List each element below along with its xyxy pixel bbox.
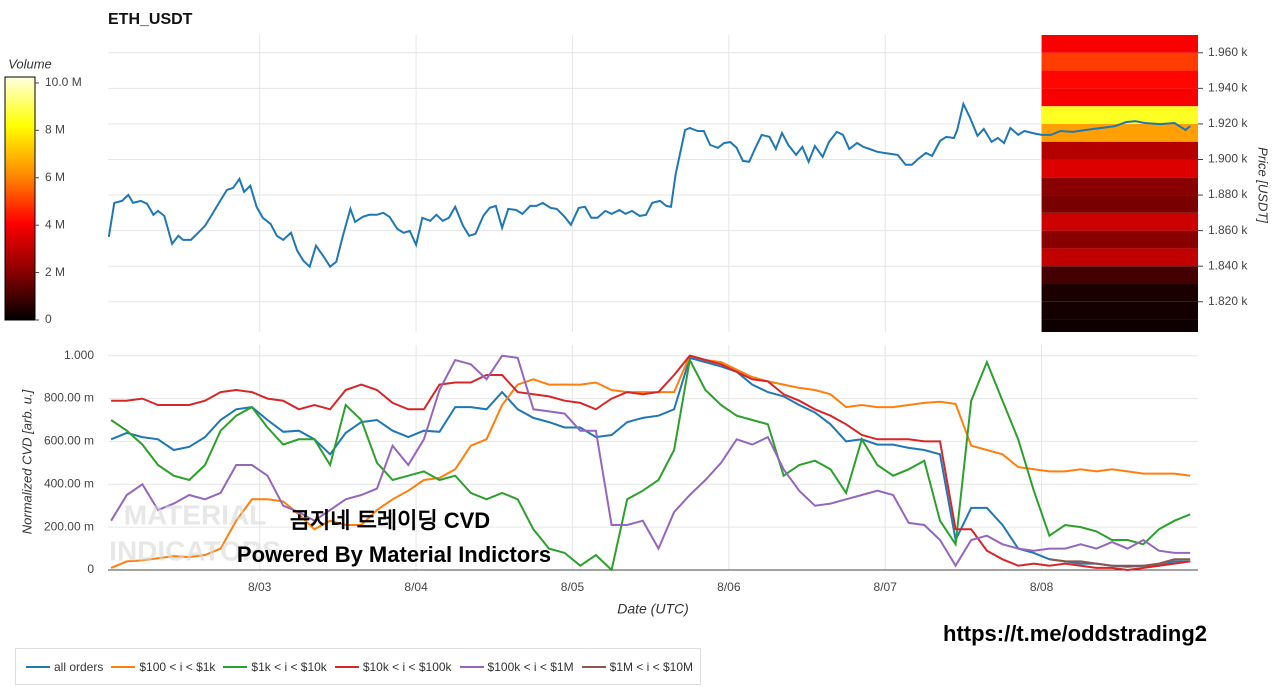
- heatmap-cell: [1041, 106, 1198, 124]
- x-axis-label: Date (UTC): [617, 601, 689, 617]
- y-tick-label: 0: [87, 562, 94, 576]
- legend-label: $100 < i < $1k: [139, 659, 216, 674]
- legend-item[interactable]: $100k < i < $1M: [459, 659, 574, 674]
- x-tick-label: 8/04: [404, 580, 428, 594]
- colorbar-tick-label: 2 M: [45, 265, 65, 279]
- colorbar-tick-label: 4 M: [45, 217, 65, 231]
- data-line: [110, 354, 1191, 568]
- legend-label: $1k < i < $10k: [251, 659, 327, 674]
- heatmap-cell: [1041, 301, 1198, 320]
- y-tick-label: 800.00 m: [44, 391, 94, 405]
- heatmap-cell: [1041, 248, 1198, 267]
- colorbar-tick-label: 0: [45, 312, 52, 326]
- y-tick-label: 1.900 k: [1208, 152, 1248, 166]
- link: https://t.me/oddstrading2: [943, 621, 1207, 646]
- legend-item[interactable]: $1M < i < $10M: [581, 659, 693, 674]
- heatmap-cell: [1041, 35, 1198, 53]
- y-tick-label: 400.00 m: [44, 476, 94, 490]
- legend-item[interactable]: $1k < i < $10k: [223, 659, 327, 674]
- heatmap-cell: [1041, 123, 1198, 142]
- legend-label: $100k < i < $1M: [487, 659, 574, 674]
- x-tick-label: 8/08: [1030, 580, 1054, 594]
- x-tick-label: 8/06: [717, 580, 741, 594]
- colorbar: [4, 76, 36, 321]
- data-line: [111, 354, 1191, 571]
- heatmap-cell: [1041, 52, 1198, 71]
- legend-item[interactable]: $100 < i < $1k: [111, 660, 215, 674]
- colorbar-tick-label: 10.0 M: [45, 75, 82, 89]
- legend-swatch: [111, 665, 136, 668]
- legend-swatch: [459, 665, 484, 668]
- legend-swatch: [223, 665, 248, 668]
- caption: Powered By Material Indictors: [237, 542, 551, 567]
- legend-swatch: [334, 665, 359, 668]
- caption: 곰지네 트레이딩 CVD: [290, 508, 490, 533]
- colorbar-tick-label: 6 M: [45, 170, 65, 184]
- legend-swatch: [26, 665, 50, 668]
- heatmap-cell: [1041, 159, 1198, 178]
- watermark: MATERIAL: [124, 499, 267, 530]
- legend: all orders $100 < i < $1k $1k < i < $10k $1…: [15, 648, 701, 685]
- colorbar-tick-label: 8 M: [45, 123, 65, 137]
- data-line: [1049, 558, 1191, 567]
- heatmap-cell: [1041, 195, 1198, 213]
- y-tick-label: 1.000: [64, 348, 94, 362]
- y-tick-label: 1.920 k: [1208, 116, 1248, 130]
- y-tick-label: 1.960 k: [1208, 45, 1248, 59]
- y-tick-label: 1.860 k: [1208, 223, 1248, 237]
- heatmap-cell: [1041, 141, 1198, 160]
- colorbar-title: Volume: [8, 56, 52, 71]
- chart-title: ETH_USDT: [108, 11, 193, 28]
- legend-item[interactable]: $10k < i < $100k: [334, 659, 452, 674]
- heatmap-cell: [1041, 283, 1198, 302]
- data-line: [108, 101, 1191, 269]
- heatmap-cell: [1041, 212, 1198, 231]
- heatmap-cell: [1041, 230, 1198, 249]
- x-tick-label: 8/07: [874, 580, 898, 594]
- y-axis-label: Price [USDT]: [1256, 147, 1271, 223]
- heatmap-cell: [1041, 177, 1198, 196]
- y-tick-label: 200.00 m: [44, 519, 94, 533]
- heatmap-cell: [1041, 266, 1198, 284]
- data-line: [110, 356, 1191, 568]
- legend-label: $10k < i < $100k: [362, 659, 452, 674]
- y-axis-label: Normalized CVD [arb. u.]: [19, 389, 34, 534]
- legend-item[interactable]: all orders: [26, 660, 103, 674]
- heatmap-cell: [1041, 88, 1198, 107]
- watermark: INDICATORS: [109, 535, 281, 566]
- y-tick-label: 1.880 k: [1208, 187, 1248, 201]
- y-tick-label: 1.940 k: [1208, 81, 1248, 95]
- x-tick-label: 8/03: [248, 580, 272, 594]
- legend-swatch: [581, 665, 606, 668]
- heatmap-cell: [1041, 319, 1198, 332]
- heatmap-cell: [1041, 70, 1198, 89]
- data-line: [110, 356, 1191, 571]
- y-tick-label: 1.820 k: [1208, 294, 1248, 308]
- legend-label: all orders: [54, 659, 104, 674]
- y-tick-label: 600.00 m: [44, 434, 94, 448]
- legend-label: $1M < i < $10M: [609, 659, 693, 674]
- x-tick-label: 8/05: [561, 580, 585, 594]
- y-tick-label: 1.840 k: [1208, 258, 1248, 272]
